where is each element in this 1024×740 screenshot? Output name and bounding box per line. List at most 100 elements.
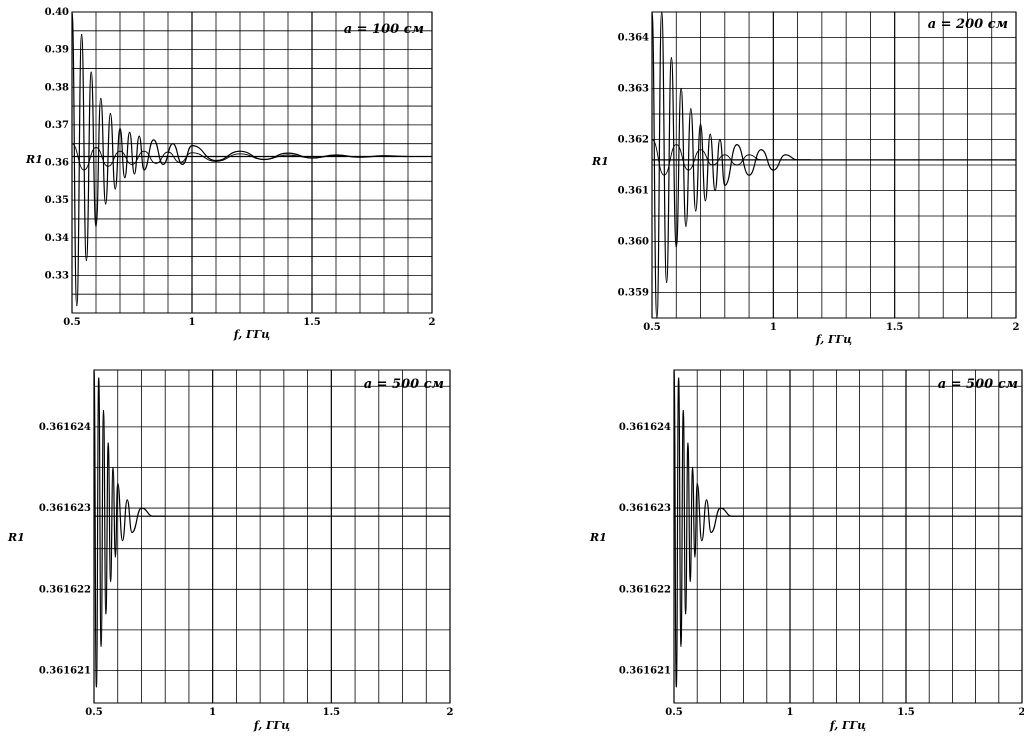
data-point: [76, 304, 78, 307]
data-point: [689, 580, 691, 582]
data-point: [675, 246, 677, 248]
data-point: [239, 153, 241, 155]
data-point: [685, 225, 687, 227]
y-tick-label: 0.364: [618, 33, 649, 44]
data-point: [704, 200, 706, 202]
data-point: [699, 149, 702, 151]
data-point: [143, 150, 145, 152]
data-point: [181, 163, 183, 165]
x-tick-label: 0.5: [643, 322, 660, 333]
data-point: [152, 515, 154, 517]
data-point: [690, 108, 692, 110]
y-tick-label: 0.34: [45, 233, 69, 244]
y-tick-label: 0.362: [618, 135, 649, 146]
x-axis-label: f, ГГц: [253, 719, 290, 732]
data-point: [95, 225, 97, 228]
series-2-line: [651, 139, 810, 176]
data-point: [155, 162, 157, 164]
data-point: [407, 155, 409, 158]
data-point: [110, 580, 112, 582]
x-tick-label: 0.5: [85, 707, 102, 718]
data-point: [215, 160, 217, 162]
data-point: [696, 483, 698, 485]
data-point: [772, 159, 774, 161]
data-point: [699, 123, 702, 125]
series-1-line: [673, 369, 744, 688]
x-tick-label: 0.5: [665, 707, 682, 718]
panel-annotation: a = 200 см: [928, 17, 1008, 32]
data-point: [760, 149, 762, 151]
data-point: [167, 151, 169, 153]
x-tick-label: 1: [787, 707, 794, 718]
data-point: [71, 143, 73, 145]
plot-frame: [651, 11, 1017, 319]
data-point: [121, 539, 124, 542]
data-point: [685, 613, 687, 615]
data-point: [287, 152, 289, 154]
data-point: [140, 507, 143, 509]
y-axis-label: R1: [25, 153, 43, 166]
y-tick-label: 0.39: [45, 45, 69, 56]
y-tick-label: 0.361622: [39, 584, 91, 595]
data-point: [743, 515, 745, 517]
data-point: [119, 128, 121, 130]
data-point: [109, 112, 111, 115]
y-tick-label: 0.37: [45, 120, 69, 131]
data-point: [263, 158, 265, 161]
x-axis-label: f, ГГц: [815, 333, 852, 346]
data-point: [239, 150, 241, 152]
data-point: [651, 138, 653, 141]
data-point: [131, 531, 133, 534]
data-point: [663, 174, 665, 176]
data-point: [678, 377, 680, 379]
data-point: [143, 169, 145, 171]
data-point: [81, 33, 83, 36]
data-point: [95, 686, 97, 688]
data-point: [164, 515, 166, 517]
chart-panel-2: 0.359 0.360 0.361 0.362 0.363 0.364 0.5 1 1.5 2 f,…: [591, 11, 1020, 346]
y-tick-label: 0.361623: [39, 503, 91, 514]
data-point: [287, 154, 289, 156]
data-point: [107, 442, 109, 444]
x-tick-label: 2: [429, 317, 436, 328]
data-point: [133, 173, 135, 175]
y-axis-label: R1: [591, 155, 609, 168]
data-point: [179, 161, 181, 164]
data-point: [748, 174, 750, 176]
data-point: [687, 442, 689, 444]
x-tick-label: 1.5: [323, 707, 340, 718]
y-tick-label: 0.33: [45, 270, 69, 281]
data-point: [809, 159, 811, 161]
data-point: [687, 169, 690, 171]
panel-annotation: a = 500 см: [938, 377, 1018, 392]
data-point: [119, 150, 121, 152]
data-point: [112, 466, 114, 469]
x-tick-label: 2: [447, 707, 454, 718]
data-point: [760, 159, 762, 161]
data-point: [100, 645, 102, 647]
panel-annotation: a = 100 см: [344, 22, 424, 37]
data-point: [85, 259, 87, 261]
data-point: [90, 71, 92, 73]
plot-frame: [673, 369, 1023, 704]
y-tick-label: 0.361622: [619, 584, 671, 595]
y-tick-label: 0.36: [45, 158, 69, 169]
data-point: [105, 203, 107, 205]
y-axis-label: R1: [7, 531, 25, 544]
chart-panel-4: 0.361621 0.361622 0.361623 0.361624 0.5 1 1.5 2…: [589, 369, 1024, 732]
data-point: [695, 210, 697, 212]
y-axis-label: R1: [589, 531, 607, 544]
data-point: [191, 152, 193, 154]
data-point: [797, 159, 799, 161]
data-point: [710, 531, 712, 534]
data-point: [680, 645, 682, 647]
y-tick-label: 0.35: [45, 195, 69, 206]
panel-annotation: a = 500 см: [364, 377, 444, 392]
data-point: [680, 87, 682, 90]
data-point: [701, 539, 703, 542]
data-point: [705, 499, 708, 501]
data-point: [731, 515, 733, 517]
data-point: [114, 188, 116, 190]
y-tick-label: 0.363: [618, 84, 649, 95]
